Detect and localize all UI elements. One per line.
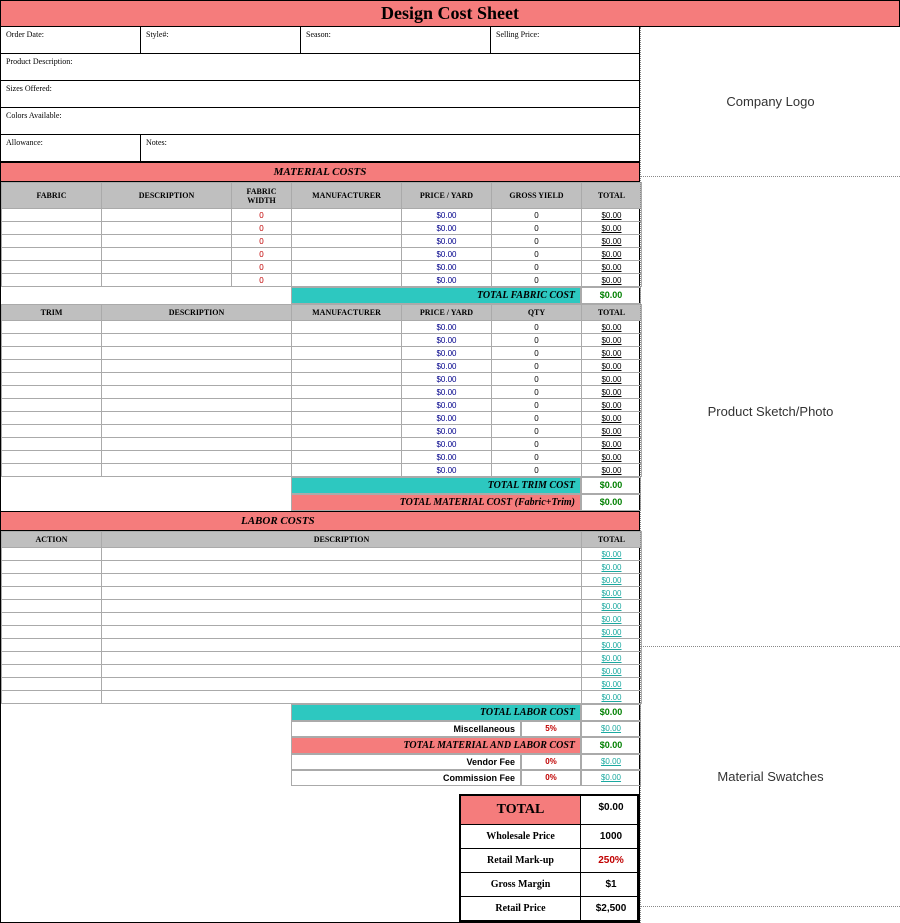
allowance-label: Allowance: [1,135,141,161]
total-material-label: TOTAL MATERIAL COST (Fabric+Trim) [291,494,581,511]
total-material-value: $0.00 [581,494,641,511]
trim-row: $0.000$0.00 [2,412,642,425]
notes-label: Notes: [141,135,639,161]
season-label: Season: [301,27,491,53]
labor-row: $0.00 [2,600,642,613]
product-sketch-panel: Product Sketch/Photo [641,177,900,647]
product-desc-label: Product Description: [1,54,639,80]
labor-row: $0.00 [2,639,642,652]
trim-row: $0.000$0.00 [2,334,642,347]
misc-pct: 5% [521,721,581,737]
labor-row: $0.00 [2,678,642,691]
trim-row: $0.000$0.00 [2,321,642,334]
style-label: Style#: [141,27,301,53]
trim-row: $0.000$0.00 [2,360,642,373]
trim-row: $0.000$0.00 [2,451,642,464]
total-ml-label: TOTAL MATERIAL AND LABOR COST [291,737,581,754]
trim-row: $0.000$0.00 [2,464,642,477]
material-swatches-panel: Material Swatches [641,647,900,907]
summary-box: TOTAL $0.00 Wholesale Price 1000 Retail … [459,794,639,922]
labor-table: ACTION DESCRIPTION TOTAL $0.00$0.00$0.00… [1,531,642,704]
markup-value: 250% [581,849,641,872]
trim-row: $0.000$0.00 [2,347,642,360]
labor-row: $0.00 [2,626,642,639]
fabric-row: 0$0.000$0.00 [2,274,642,287]
labor-row: $0.00 [2,613,642,626]
colors-label: Colors Available: [1,108,639,134]
trim-row: $0.000$0.00 [2,386,642,399]
trim-col-mfr: MANUFACTURER [292,305,402,321]
sizes-label: Sizes Offered: [1,81,639,107]
trim-table: TRIM DESCRIPTION MANUFACTURER PRICE / YA… [1,304,642,477]
summary-total-value: $0.00 [581,796,641,824]
margin-label: Gross Margin [461,873,581,896]
order-date-label: Order Date: [1,27,141,53]
markup-label: Retail Mark-up [461,849,581,872]
material-costs-header: MATERIAL COSTS [1,162,639,182]
fabric-col-mfr: MANUFACTURER [292,183,402,209]
vendor-pct: 0% [521,754,581,770]
vendor-label: Vendor Fee [291,754,521,770]
trim-col-desc: DESCRIPTION [102,305,292,321]
fabric-col-width: FABRIC WIDTH [232,183,292,209]
fabric-row: 0$0.000$0.00 [2,235,642,248]
labor-col-total: TOTAL [582,532,642,548]
fabric-row: 0$0.000$0.00 [2,222,642,235]
labor-row: $0.00 [2,574,642,587]
total-fabric-value: $0.00 [581,287,641,304]
trim-row: $0.000$0.00 [2,438,642,451]
total-labor-value: $0.00 [581,704,641,721]
fabric-table: FABRIC DESCRIPTION FABRIC WIDTH MANUFACT… [1,182,642,287]
labor-costs-header: LABOR COSTS [1,511,639,531]
misc-value: $0.00 [581,721,641,737]
selling-price-label: Selling Price: [491,27,641,53]
total-fabric-label: TOTAL FABRIC COST [291,287,581,304]
margin-value: $1 [581,873,641,896]
page-title: Design Cost Sheet [0,0,900,27]
retail-value: $2,500 [581,897,641,920]
trim-col-price: PRICE / YARD [402,305,492,321]
trim-col-qty: QTY [492,305,582,321]
comm-value: $0.00 [581,770,641,786]
trim-row: $0.000$0.00 [2,425,642,438]
wholesale-value: 1000 [581,825,641,848]
retail-label: Retail Price [461,897,581,920]
fabric-row: 0$0.000$0.00 [2,261,642,274]
labor-col-desc: DESCRIPTION [102,532,582,548]
fabric-col-yield: GROSS YIELD [492,183,582,209]
fabric-col-fabric: FABRIC [2,183,102,209]
labor-row: $0.00 [2,561,642,574]
misc-label: Miscellaneous [291,721,521,737]
trim-row: $0.000$0.00 [2,399,642,412]
vendor-value: $0.00 [581,754,641,770]
trim-col-total: TOTAL [582,305,642,321]
total-trim-label: TOTAL TRIM COST [291,477,581,494]
total-trim-value: $0.00 [581,477,641,494]
fabric-row: 0$0.000$0.00 [2,209,642,222]
comm-pct: 0% [521,770,581,786]
company-logo-panel: Company Logo [641,27,900,177]
total-labor-label: TOTAL LABOR COST [291,704,581,721]
trim-col-trim: TRIM [2,305,102,321]
fabric-row: 0$0.000$0.00 [2,248,642,261]
comm-label: Commission Fee [291,770,521,786]
total-ml-value: $0.00 [581,737,641,754]
fabric-col-total: TOTAL [582,183,642,209]
labor-col-action: ACTION [2,532,102,548]
wholesale-label: Wholesale Price [461,825,581,848]
labor-row: $0.00 [2,665,642,678]
labor-row: $0.00 [2,691,642,704]
labor-row: $0.00 [2,652,642,665]
fabric-col-desc: DESCRIPTION [102,183,232,209]
trim-row: $0.000$0.00 [2,373,642,386]
labor-row: $0.00 [2,587,642,600]
summary-total-label: TOTAL [461,796,581,824]
fabric-col-price: PRICE / YARD [402,183,492,209]
labor-row: $0.00 [2,548,642,561]
